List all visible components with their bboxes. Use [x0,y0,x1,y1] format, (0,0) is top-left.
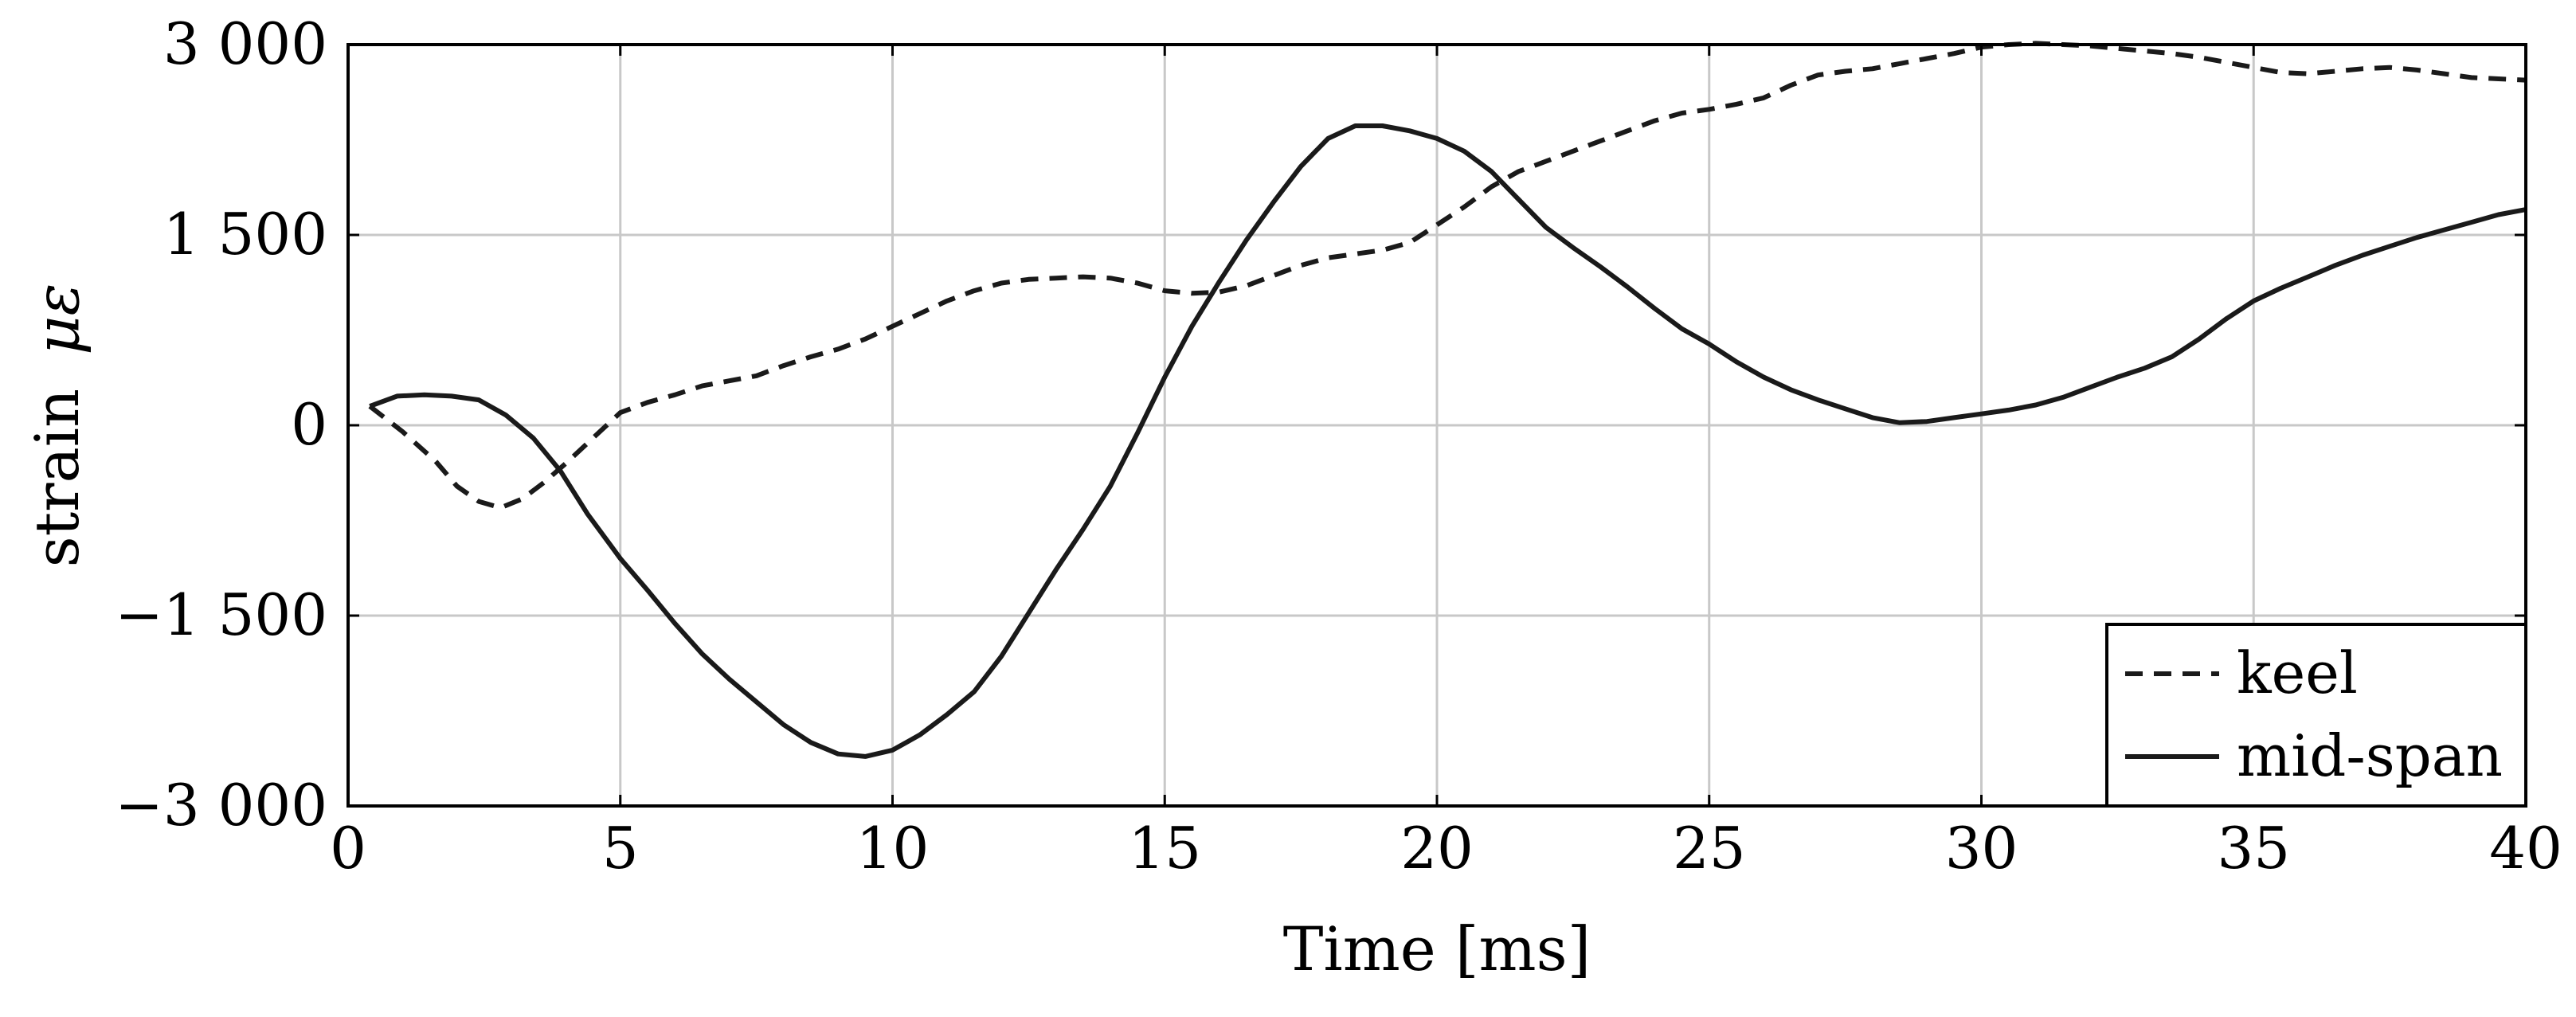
x-tick-label: 30 [1945,815,2018,882]
series-layer [368,41,2527,759]
x-tick-label: 40 [2489,815,2562,882]
tick-layer: 0 5 10 15 20 25 30 35 40 −3 000 −1 500 0 1 500 3 000 [115,10,2562,882]
y-axis-title-symbol: με [22,284,92,355]
series-line-mid-span [369,123,2527,759]
y-tick-label: 3 000 [163,10,327,77]
legend-box [2105,623,2527,808]
x-tick-label: 15 [1128,815,1201,882]
y-axis-title: strain με [22,284,92,568]
y-tick-label: 1 500 [163,201,327,268]
x-tick-label: 5 [602,815,639,882]
x-tick-label: 10 [856,815,930,882]
y-axis-title-text: strain [22,389,92,567]
x-tick-label: 35 [2217,815,2290,882]
x-tick-label: 25 [1673,815,1746,882]
grid-layer [348,45,2526,806]
x-axis-title: Time [ms] [1283,913,1591,984]
series-line-keel [368,41,2527,510]
legend-keel-label: keel [2237,640,2358,706]
x-tick-label: 0 [330,815,366,882]
legend: keel mid-span [2105,623,2527,808]
y-tick-label: −1 500 [115,581,327,648]
x-tick-label: 20 [1400,815,1474,882]
y-tick-label: −3 000 [115,772,327,839]
legend-mid-span-label: mid-span [2237,722,2503,789]
y-tick-label: 0 [291,391,327,458]
